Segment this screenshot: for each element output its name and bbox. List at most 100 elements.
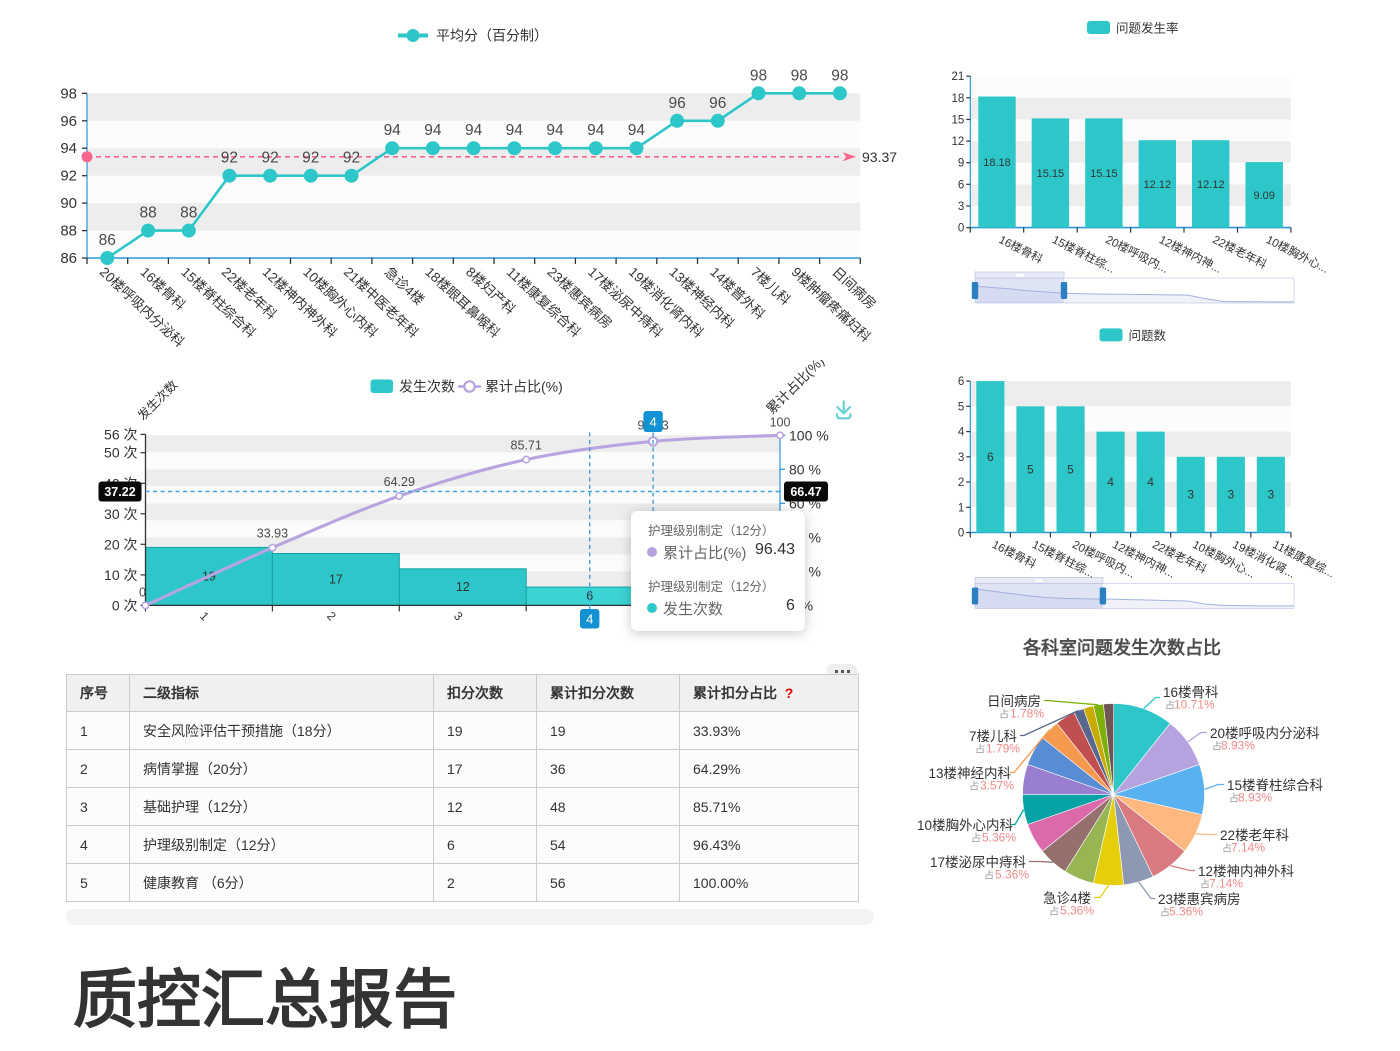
svg-text:21: 21 <box>952 71 965 83</box>
svg-text:5: 5 <box>1067 462 1074 476</box>
svg-text:0: 0 <box>958 223 964 235</box>
svg-text:10 次: 10 次 <box>104 567 137 583</box>
svg-text:1: 1 <box>958 502 964 514</box>
svg-text:5.36%: 5.36% <box>995 868 1029 882</box>
svg-text:88: 88 <box>180 205 197 222</box>
svg-text:2: 2 <box>958 477 964 489</box>
svg-text:占: 占 <box>1229 792 1239 805</box>
svg-text:20楼呼吸内分泌科: 20楼呼吸内分泌科 <box>1210 726 1320 741</box>
svg-text:88: 88 <box>139 205 156 222</box>
svg-text:占: 占 <box>1160 906 1170 919</box>
svg-text:10.71%: 10.71% <box>1174 698 1215 712</box>
svg-text:累计占比(%): 累计占比(%) <box>764 360 828 417</box>
svg-text:85.71: 85.71 <box>511 439 542 453</box>
svg-text:4: 4 <box>649 415 656 430</box>
svg-text:64.29: 64.29 <box>384 475 415 489</box>
svg-text:10楼胸外心...: 10楼胸外心... <box>1264 232 1331 276</box>
svg-text:12: 12 <box>952 136 965 148</box>
svg-text:12楼神内神外科: 12楼神内神外科 <box>1198 864 1295 879</box>
svg-text:15.15: 15.15 <box>1037 168 1065 180</box>
svg-text:94: 94 <box>546 122 564 139</box>
svg-text:10楼胸外心内科: 10楼胸外心内科 <box>917 818 1014 833</box>
svg-text:15.15: 15.15 <box>1090 168 1118 180</box>
svg-text:占: 占 <box>975 743 985 756</box>
svg-text:18: 18 <box>952 93 965 105</box>
svg-text:各科室问题发生次数占比: 各科室问题发生次数占比 <box>1022 637 1221 658</box>
svg-text:80 %: 80 % <box>789 461 821 477</box>
svg-text:37.22: 37.22 <box>104 485 135 499</box>
svg-text:0 次: 0 次 <box>112 597 138 613</box>
svg-text:占: 占 <box>969 780 979 793</box>
svg-text:9.09: 9.09 <box>1253 190 1274 202</box>
svg-text:3: 3 <box>1227 488 1234 502</box>
svg-text:占: 占 <box>971 832 981 845</box>
svg-text:30 次: 30 次 <box>104 506 137 522</box>
svg-text:4: 4 <box>1107 475 1114 489</box>
svg-text:12: 12 <box>456 580 470 594</box>
svg-text:3: 3 <box>1268 488 1275 502</box>
svg-text:98: 98 <box>60 85 77 102</box>
svg-text:15楼脊柱综合科: 15楼脊柱综合科 <box>178 264 259 341</box>
svg-text:6: 6 <box>586 589 593 603</box>
svg-text:5: 5 <box>1027 462 1034 476</box>
svg-text:96: 96 <box>668 95 685 112</box>
svg-text:占: 占 <box>1200 878 1210 891</box>
svg-text:7.14%: 7.14% <box>1231 841 1265 855</box>
svg-text:16楼骨科: 16楼骨科 <box>990 537 1039 571</box>
svg-text:86: 86 <box>60 250 77 267</box>
svg-text:96: 96 <box>60 113 77 130</box>
svg-text:占: 占 <box>1212 740 1222 753</box>
svg-text:3: 3 <box>451 609 466 624</box>
svg-text:占: 占 <box>1049 905 1059 918</box>
svg-text:98: 98 <box>831 67 848 84</box>
svg-text:66.47: 66.47 <box>790 485 821 499</box>
svg-text:发生次数: 发生次数 <box>135 377 181 423</box>
svg-text:6: 6 <box>958 376 964 388</box>
svg-text:4: 4 <box>586 612 593 627</box>
svg-text:占: 占 <box>1222 842 1232 855</box>
svg-text:6: 6 <box>958 179 964 191</box>
svg-text:22楼老年科: 22楼老年科 <box>1220 828 1290 843</box>
svg-text:5.36%: 5.36% <box>1169 905 1203 919</box>
svg-text:56 次: 56 次 <box>104 426 137 442</box>
svg-text:92: 92 <box>343 150 360 167</box>
svg-text:92: 92 <box>261 150 278 167</box>
svg-text:9: 9 <box>958 158 964 170</box>
svg-text:3: 3 <box>958 452 964 464</box>
svg-text:12.12: 12.12 <box>1197 179 1225 191</box>
svg-text:1.79%: 1.79% <box>986 742 1020 756</box>
svg-text:23楼惠宾病房: 23楼惠宾病房 <box>1158 892 1241 907</box>
svg-text:问题数: 问题数 <box>1129 328 1167 343</box>
svg-text:16楼骨科: 16楼骨科 <box>997 232 1046 266</box>
svg-text:1: 1 <box>197 609 212 624</box>
svg-text:98: 98 <box>791 67 808 84</box>
svg-text:发生次数: 发生次数 <box>399 379 455 395</box>
svg-text:13楼神经内科: 13楼神经内科 <box>928 766 1011 781</box>
svg-text:17: 17 <box>329 572 343 586</box>
svg-text:3: 3 <box>1187 488 1194 502</box>
svg-text:17楼泌尿中痔科: 17楼泌尿中痔科 <box>930 854 1027 870</box>
svg-text:12.12: 12.12 <box>1144 179 1172 191</box>
svg-text:98: 98 <box>750 67 767 84</box>
svg-text:日间病房: 日间病房 <box>987 694 1041 709</box>
svg-text:占: 占 <box>999 708 1009 721</box>
svg-text:1.78%: 1.78% <box>1010 707 1044 721</box>
svg-text:90: 90 <box>60 195 77 212</box>
svg-text:20 次: 20 次 <box>104 536 137 552</box>
svg-text:15楼脊柱综...: 15楼脊柱综... <box>1030 537 1097 581</box>
svg-text:92: 92 <box>60 168 77 185</box>
svg-text:100 %: 100 % <box>789 427 829 443</box>
svg-text:92: 92 <box>221 150 238 167</box>
svg-text:33.93: 33.93 <box>257 527 288 541</box>
svg-text:94: 94 <box>384 122 402 139</box>
svg-text:50 次: 50 次 <box>104 445 137 461</box>
svg-text:占: 占 <box>984 869 994 882</box>
svg-text:问题发生率: 问题发生率 <box>1116 21 1179 36</box>
svg-text:急诊4楼: 急诊4楼 <box>1043 891 1091 906</box>
svg-text:0: 0 <box>139 585 146 599</box>
svg-text:96: 96 <box>709 95 726 112</box>
svg-text:5: 5 <box>958 401 964 413</box>
svg-text:6: 6 <box>987 450 994 464</box>
svg-text:94: 94 <box>506 122 524 139</box>
svg-text:0: 0 <box>958 528 964 540</box>
